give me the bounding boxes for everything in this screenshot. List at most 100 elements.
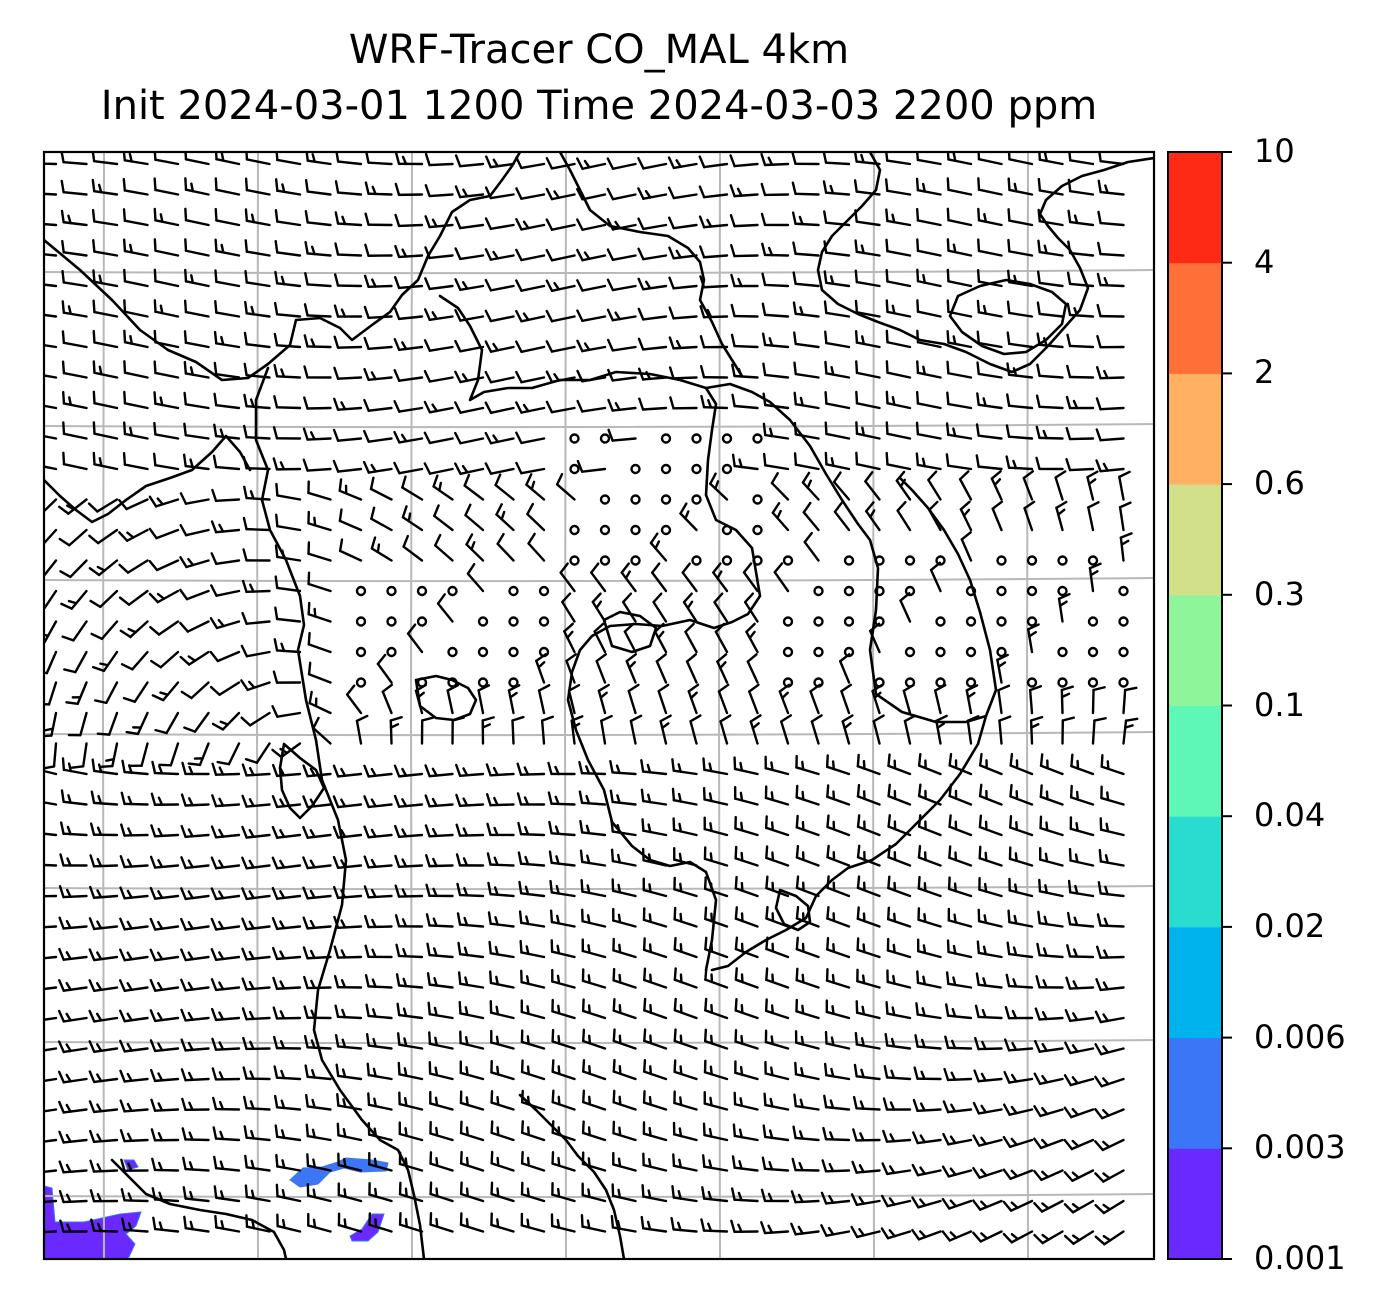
wind-barb <box>872 714 885 745</box>
wind-barb <box>119 1069 149 1083</box>
wind-barb <box>393 794 424 808</box>
wind-barb <box>305 1123 332 1142</box>
wind-barb <box>401 505 424 532</box>
wind-barb <box>308 690 332 715</box>
wind-barb <box>61 330 88 349</box>
wind-barb <box>612 937 637 959</box>
wind-barb <box>946 207 973 227</box>
wind-barb <box>734 936 759 959</box>
wind-barb <box>824 330 851 349</box>
wind-barb <box>123 421 149 440</box>
wind-barb <box>60 589 88 610</box>
wind-barb <box>885 390 912 410</box>
wind-barb <box>762 422 790 440</box>
wind-barb <box>673 1028 698 1050</box>
wind-barb <box>183 422 210 440</box>
wind-barb <box>121 1217 149 1233</box>
wind-barb <box>1091 686 1106 715</box>
wind-barb <box>393 400 424 413</box>
wind-barb <box>515 218 546 231</box>
wind-barb <box>915 452 942 471</box>
wind-barb <box>376 653 393 684</box>
wind-barb <box>734 845 759 867</box>
wind-barb <box>89 854 119 868</box>
wind-barb <box>187 742 210 767</box>
wind-barb <box>150 792 180 806</box>
wind-barb <box>496 532 515 562</box>
wind-barb <box>92 329 119 349</box>
calm-wind-circle <box>1118 677 1129 688</box>
wind-barb <box>1065 426 1095 441</box>
wind-barb <box>214 238 241 257</box>
wind-barb <box>853 1063 881 1081</box>
wind-barb <box>550 939 576 959</box>
wind-barb <box>1033 1137 1064 1150</box>
wind-barb <box>368 1151 393 1172</box>
wind-barb <box>271 742 302 759</box>
wind-barb <box>180 856 210 870</box>
wind-barb <box>793 1093 820 1111</box>
wind-barb <box>123 268 149 288</box>
wind-barb <box>245 152 271 166</box>
wind-barb <box>730 333 759 349</box>
wind-barb <box>977 207 1003 227</box>
wind-barb <box>303 334 332 349</box>
wind-barb <box>702 786 729 806</box>
wind-barb <box>274 606 302 623</box>
wind-barb <box>916 329 942 349</box>
wind-barb <box>334 180 363 196</box>
gridline-parallel <box>44 423 1154 429</box>
wind-barb <box>911 1196 942 1209</box>
wind-barb <box>597 683 610 715</box>
wind-barb <box>1060 685 1074 715</box>
calm-wind-circle <box>599 494 611 505</box>
wind-barb <box>303 1034 332 1050</box>
wind-barb <box>733 786 759 806</box>
wind-barb <box>703 1059 729 1081</box>
wind-barb <box>420 716 435 745</box>
wind-barb <box>600 714 613 745</box>
wind-barb <box>1094 1010 1125 1024</box>
wind-barb <box>243 485 271 501</box>
wind-barb <box>612 1058 637 1081</box>
wind-barb <box>856 814 881 837</box>
wind-barb <box>366 1062 393 1081</box>
wind-barb <box>304 1064 332 1081</box>
wind-barb <box>272 426 302 440</box>
wind-barb <box>824 360 851 379</box>
wind-barb <box>58 916 88 930</box>
wind-barb <box>793 452 820 471</box>
wind-barb <box>333 974 363 989</box>
wind-barb <box>717 683 730 715</box>
wind-barb <box>211 1037 241 1051</box>
wind-barb <box>398 1091 424 1111</box>
wind-barb <box>118 589 149 606</box>
wind-barb <box>976 269 1003 288</box>
calm-wind-circle <box>1057 646 1068 658</box>
wind-barb <box>653 622 668 654</box>
wind-barb <box>1005 424 1034 440</box>
wind-barb <box>1057 592 1071 623</box>
wind-barb <box>977 177 1003 196</box>
wind-barb <box>242 455 271 471</box>
wind-barb <box>946 268 973 288</box>
colorbar-segment <box>1168 1037 1222 1149</box>
wind-barb <box>484 401 515 414</box>
wind-barb <box>485 155 515 169</box>
calm-wind-circle <box>1057 555 1068 566</box>
wind-barb <box>850 1193 881 1206</box>
wind-barb <box>454 154 485 168</box>
wind-barb <box>902 683 915 715</box>
wind-barb <box>719 714 732 745</box>
wind-barb <box>673 1059 698 1081</box>
wind-barb <box>945 1003 973 1020</box>
wind-barb <box>944 1035 973 1050</box>
wind-barb <box>244 239 271 257</box>
wind-barb <box>612 998 637 1020</box>
wind-barb <box>795 814 820 837</box>
wind-barb <box>699 305 729 319</box>
wind-barb <box>393 461 424 475</box>
wind-barb <box>945 453 973 471</box>
wind-barb <box>1004 1038 1034 1052</box>
wind-barb <box>761 272 790 288</box>
